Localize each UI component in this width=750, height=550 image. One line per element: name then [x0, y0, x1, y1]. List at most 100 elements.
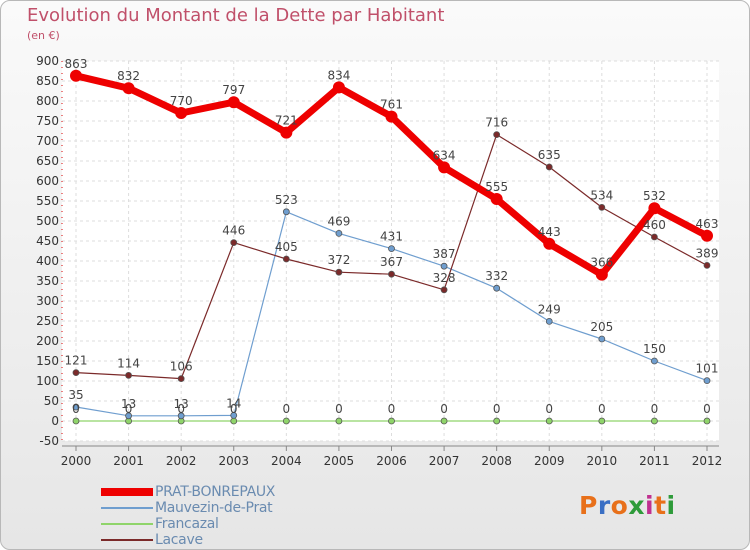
y-tick-label: 500: [36, 214, 59, 228]
data-label: 249: [538, 302, 561, 316]
data-point: [282, 255, 290, 263]
data-point: [177, 375, 185, 383]
x-tick-label: 2000: [61, 454, 92, 468]
data-label: 405: [275, 240, 298, 254]
data-point: [280, 126, 293, 139]
data-label: 366: [590, 256, 613, 270]
logo-letter: i: [666, 491, 676, 520]
data-point: [703, 377, 711, 385]
data-label-layer: 863 832 770 797 721 834 761 634 555 443 366 532 463 3…: [65, 57, 719, 416]
data-point: [385, 110, 398, 123]
data-point: [545, 163, 553, 171]
x-tick-label: 2002: [166, 454, 197, 468]
data-point: [230, 417, 238, 425]
data-point: [703, 417, 711, 425]
x-tick-label: 2012: [692, 454, 723, 468]
data-point: [175, 107, 188, 119]
x-tick-label: 2008: [481, 454, 512, 468]
data-label: 0: [230, 402, 238, 416]
data-point: [282, 208, 290, 216]
data-label: 106: [170, 360, 193, 374]
x-tick-label: 2006: [376, 454, 407, 468]
data-label: 0: [598, 402, 606, 416]
data-point: [440, 262, 448, 270]
data-label: 0: [440, 402, 448, 416]
data-point: [72, 417, 80, 425]
data-label: 101: [696, 362, 719, 376]
data-point: [701, 229, 713, 242]
data-label: 446: [222, 224, 245, 238]
data-label: 716: [485, 116, 508, 130]
data-label: 150: [643, 342, 666, 356]
data-label: 834: [327, 68, 350, 82]
x-tick-label: 2003: [218, 454, 249, 468]
data-label: 14: [226, 396, 241, 410]
data-point: [490, 193, 503, 205]
data-point: [335, 229, 343, 237]
data-label: 121: [65, 354, 88, 368]
data-label: 635: [538, 148, 561, 162]
data-label: 460: [643, 218, 666, 232]
data-label: 35: [68, 388, 83, 402]
data-point: [72, 369, 80, 377]
data-point: [388, 417, 395, 425]
data-label: 0: [493, 402, 501, 416]
data-point: [598, 417, 606, 425]
data-label: 0: [72, 402, 80, 416]
data-point: [545, 317, 553, 325]
data-label: 469: [327, 214, 350, 228]
data-point: [230, 239, 238, 247]
data-point: [70, 69, 82, 82]
data-point: [543, 237, 556, 250]
legend-label: PRAT-BONREPAUX: [155, 484, 276, 500]
data-point: [703, 261, 711, 269]
data-point: [227, 96, 240, 109]
data-point: [651, 357, 658, 365]
data-label: 0: [703, 402, 711, 416]
data-label: 431: [380, 230, 403, 244]
data-point: [648, 202, 661, 215]
data-label: 463: [696, 217, 719, 231]
y-tick-label: 900: [36, 54, 59, 68]
legend-swatch: [101, 488, 153, 496]
legend-swatch: [101, 507, 153, 509]
data-point: [388, 245, 395, 253]
logo-letter: P: [579, 491, 598, 520]
logo-letter: o: [610, 491, 629, 520]
y-tick-label: 50: [44, 394, 59, 408]
y-tick-label: 700: [36, 134, 59, 148]
proxiti-logo: Proxiti: [579, 491, 676, 520]
data-label: 634: [433, 148, 456, 162]
legend-label: Lacave: [155, 532, 203, 548]
data-point: [438, 161, 451, 174]
y-tick-label: 850: [36, 74, 59, 88]
data-point: [440, 286, 448, 294]
y-tick-label: 550: [36, 194, 59, 208]
data-label: 0: [545, 402, 553, 416]
legend-label: Francazal: [155, 516, 219, 532]
data-point: [598, 335, 606, 343]
data-label: 721: [275, 114, 298, 128]
data-point: [493, 131, 501, 139]
data-label: 13: [174, 397, 189, 411]
logo-letter: t: [654, 491, 667, 520]
data-point: [545, 417, 553, 425]
data-label: 0: [388, 402, 396, 416]
data-label: 0: [651, 402, 659, 416]
data-label: 0: [125, 402, 133, 416]
data-point: [595, 268, 608, 281]
data-point: [651, 417, 658, 425]
y-tick-label: 600: [36, 174, 59, 188]
data-label: 797: [222, 83, 245, 97]
data-label: 372: [327, 253, 350, 267]
y-tick-label: 450: [36, 234, 59, 248]
x-tick-label: 2010: [587, 454, 618, 468]
data-label: 0: [283, 402, 291, 416]
data-label: 770: [170, 94, 193, 108]
data-point: [440, 417, 448, 425]
data-point: [125, 371, 132, 379]
data-label: 328: [433, 271, 456, 285]
chart-subtitle: (en €): [27, 29, 60, 42]
